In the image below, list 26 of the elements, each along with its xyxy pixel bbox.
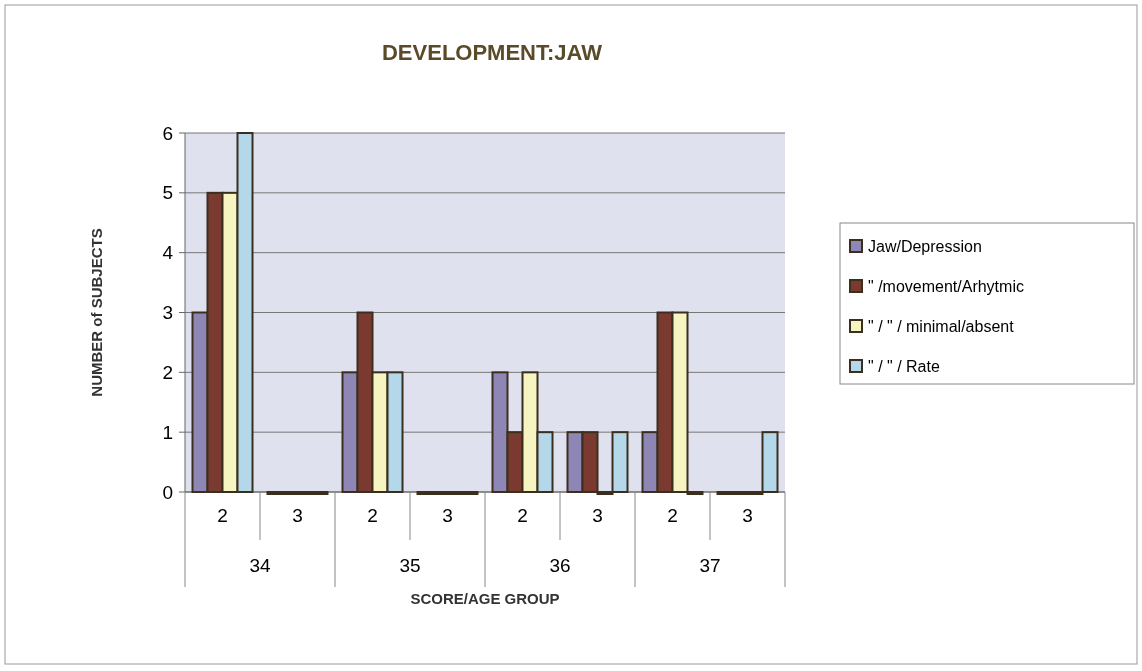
legend-label: " / " / Rate xyxy=(868,357,940,375)
legend-label: " / " / minimal/absent xyxy=(868,317,1015,335)
y-tick-label: 6 xyxy=(162,122,173,144)
x-tick-label: 2 xyxy=(367,505,378,526)
y-axis-title: NUMBER of SUBJECTS xyxy=(88,228,105,397)
text: 36 xyxy=(549,555,571,576)
x-tick-label: 3 xyxy=(292,505,303,526)
x-tick-label: 2 xyxy=(217,505,228,526)
legend-label: Jaw/Depression xyxy=(868,237,982,255)
text: 37 xyxy=(699,555,721,576)
x-tick-label: 3 xyxy=(592,505,603,526)
y-tick-label: 2 xyxy=(162,361,173,383)
text: 34 xyxy=(249,555,271,576)
y-tick-label: 1 xyxy=(162,421,173,443)
x-tick-label: 2 xyxy=(517,505,528,526)
legend-label: " /movement/Arhytmic xyxy=(868,277,1024,295)
y-tick-label: 4 xyxy=(162,242,174,264)
x-tick-label: 3 xyxy=(442,505,453,526)
x-tick-label: 3 xyxy=(742,505,753,526)
text: 35 xyxy=(399,555,421,576)
y-tick-label: 5 xyxy=(162,182,173,204)
chart-title: DEVELOPMENT:JAW xyxy=(381,40,603,65)
y-tick-label: 0 xyxy=(162,481,173,503)
x-tick-label: 2 xyxy=(667,505,678,526)
y-tick-label: 3 xyxy=(162,302,173,324)
x-axis-title: SCORE/AGE GROUP xyxy=(410,590,560,607)
